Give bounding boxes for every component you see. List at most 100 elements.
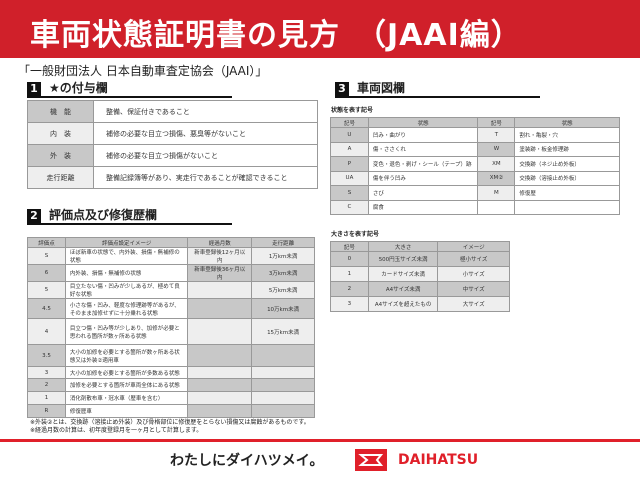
table-cell: 500円玉サイズ未満: [367, 251, 439, 267]
table-cell: ほぼ新車の状態で、内外装、損傷・無補修の状態: [64, 247, 189, 265]
table-row: U 凹み・曲がり T 割れ・亀裂・穴: [330, 127, 620, 143]
column-header: 評価点設定イメージ: [64, 237, 189, 248]
size-symbols-label: 大きさを表す記号: [331, 231, 380, 238]
table-cell: 0: [330, 251, 369, 267]
organization-name: 「一般財団法人 日本自動車査定協会（JAAI）」: [18, 64, 268, 78]
daihatsu-mark-icon: [355, 449, 387, 471]
table-cell: 腐食: [367, 199, 479, 215]
table-row: 5 目立たない傷・凹みが少しあるが、極めて良好な状態 5万km未満: [27, 281, 315, 299]
table-cell: 3: [27, 366, 66, 379]
section-title: 車両図欄: [357, 81, 406, 95]
table-cell: A4サイズを超えたもの: [367, 296, 439, 312]
table-cell: 割れ・亀裂・穴: [514, 127, 620, 143]
table-cell: 2: [330, 281, 369, 297]
section2-heading: 2 評価点及び修復歴欄: [27, 208, 232, 225]
table-row: 4.5 小さな傷・凹み、軽度な修理跡等があるが、そのまま加修せずに十分乗れる状態 1…: [27, 298, 315, 319]
table-cell: 小さな傷・凹み、軽度な修理跡等があるが、そのまま加修せずに十分乗れる状態: [64, 298, 189, 319]
table-cell: 大小の加修を必要とする箇所が数ヶ所ある状態又は外装②適用車: [64, 344, 189, 367]
table-cell: 大サイズ: [437, 296, 510, 312]
table-cell: [514, 199, 620, 215]
table-cell: 交換跡（ネジ止め外板）: [514, 156, 620, 172]
table-cell: 15万km未満: [251, 318, 315, 345]
table-cell: 修復歴車: [64, 404, 189, 418]
table-cell: 4: [27, 318, 66, 345]
table-cell: [251, 366, 315, 379]
criterion-label: 走行距離: [27, 166, 94, 189]
table-cell: 修復歴: [514, 185, 620, 201]
star-criteria-table: 機 能整備、保証付きであること内 装補修の必要な目立つ損傷、悪臭等がないこと外 …: [27, 100, 318, 189]
table-cell: 加修を必要とする箇所が車両全体にある状態: [64, 378, 189, 392]
column-header: 状態: [514, 117, 620, 128]
header-row: 評価点 評価点設定イメージ 経過月数 走行距離: [27, 237, 315, 248]
table-cell: [187, 366, 253, 379]
table-cell: 傷・ささくれ: [367, 141, 479, 157]
section-number: 2: [27, 209, 41, 223]
table-cell: [187, 344, 253, 367]
table-cell: [251, 404, 315, 418]
table-cell: 1: [330, 266, 369, 282]
column-header: 経過月数: [187, 237, 253, 248]
brand-logo: DAIHATSU: [398, 452, 479, 468]
table-row: S ほぼ新車の状態で、内外装、損傷・無補修の状態 新車登録後12ヶ月以内 1万km未満: [27, 247, 315, 265]
section-number: 1: [27, 82, 41, 96]
state-symbols-label: 状態を表す記号: [331, 107, 374, 114]
size-symbols-table: 記号 大きさ イメージ 0 500円玉サイズ未満 極小サイズ 1 カードサイズ未満 小サイズ 2 A…: [330, 241, 510, 312]
table-cell: XM: [477, 156, 516, 172]
table-cell: 目立つ傷・凹み等が少しあり、加修が必要と思われる箇所が数ヶ所ある状態: [64, 318, 189, 345]
section3-heading: 3 車両図欄: [335, 81, 540, 98]
table-row: 内 装補修の必要な目立つ損傷、悪臭等がないこと: [27, 122, 318, 145]
table-cell: 2: [27, 378, 66, 392]
table-cell: 5: [27, 281, 66, 299]
table-cell: [187, 281, 253, 299]
table-cell: W: [477, 141, 516, 157]
table-cell: 3万km未満: [251, 264, 315, 282]
table-cell: 交換跡（溶接止め外板）: [514, 170, 620, 186]
column-header: イメージ: [437, 241, 510, 252]
table-row: 機 能整備、保証付きであること: [27, 100, 318, 123]
table-cell: [251, 391, 315, 405]
table-cell: A4サイズ未満: [367, 281, 439, 297]
divider: [0, 439, 640, 442]
table-cell: R: [27, 404, 66, 418]
section-title: 評価点及び修復歴欄: [49, 208, 158, 222]
table-cell: 目立たない傷・凹みが少しあるが、極めて良好な状態: [64, 281, 189, 299]
table-row: S さび M 修復歴: [330, 185, 620, 201]
table-cell: S: [27, 247, 66, 265]
section-number: 3: [335, 82, 349, 96]
table-cell: [187, 391, 253, 405]
table-cell: C: [330, 199, 369, 215]
table-cell: 3.5: [27, 344, 66, 367]
table-cell: 4.5: [27, 298, 66, 319]
table-row: 外 装補修の必要な目立つ損傷がないこと: [27, 144, 318, 167]
table-cell: [187, 318, 253, 345]
page-title: 車両状態証明書の見方 （JAAI編）: [0, 0, 640, 58]
header-row: 記号 状態 記号 状態: [330, 117, 620, 128]
column-header: 記号: [330, 117, 369, 128]
table-cell: T: [477, 127, 516, 143]
table-row: 3 A4サイズを超えたもの 大サイズ: [330, 296, 510, 312]
table-cell: [187, 378, 253, 392]
criterion-label: 内 装: [27, 122, 94, 145]
table-cell: 消化剤散布車・冠水車（歴車を含む）: [64, 391, 189, 405]
table-cell: [477, 199, 516, 215]
table-cell: 傷を伴う凹み: [367, 170, 479, 186]
table-cell: S: [330, 185, 369, 201]
criterion-value: 補修の必要な目立つ損傷がないこと: [93, 144, 318, 167]
table-cell: 中サイズ: [437, 281, 510, 297]
table-cell: A: [330, 141, 369, 157]
table-row: 走行距離 整備記録簿等があり、実走行であることが確認できること: [27, 166, 318, 189]
table-cell: 極小サイズ: [437, 251, 510, 267]
table-cell: 大小の加修を必要とする箇所が多数ある状態: [64, 366, 189, 379]
column-header: 記号: [477, 117, 516, 128]
column-header: 大きさ: [367, 241, 439, 252]
column-header: 走行距離: [251, 237, 315, 248]
criterion-label: 外 装: [27, 144, 94, 167]
criterion-value: 補修の必要な目立つ損傷、悪臭等がないこと: [93, 122, 318, 145]
table-cell: カードサイズ未満: [367, 266, 439, 282]
table-row: 1 消化剤散布車・冠水車（歴車を含む）: [27, 391, 315, 405]
table-row: 0 500円玉サイズ未満 極小サイズ: [330, 251, 510, 267]
state-symbols-table: 記号 状態 記号 状態 U 凹み・曲がり T 割れ・亀裂・穴 A 傷・ささくれ W 塗装跡・板金修理跡…: [330, 117, 620, 215]
table-cell: XM②: [477, 170, 516, 186]
table-cell: 1: [27, 391, 66, 405]
section-title: ★の付与欄: [49, 81, 108, 95]
